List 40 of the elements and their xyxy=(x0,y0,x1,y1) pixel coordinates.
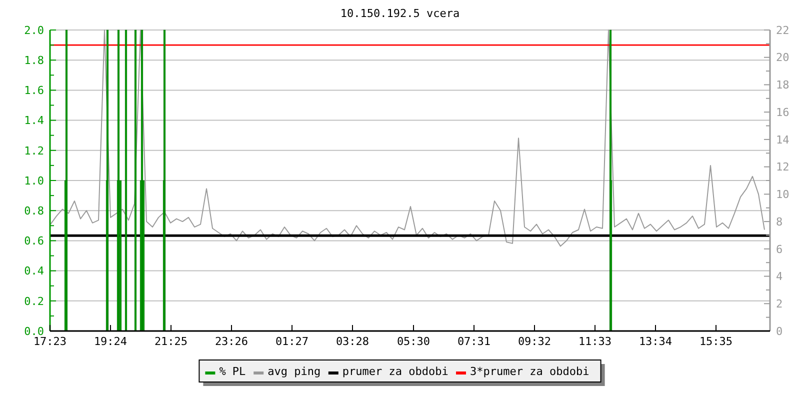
x-tick-label: 05:30 xyxy=(396,335,430,348)
y2-tick-label: 6 xyxy=(776,242,783,256)
y2-tick-label: 2 xyxy=(776,297,783,310)
y2-tick-label: 0 xyxy=(776,324,783,338)
legend-label: prumer za obdobi xyxy=(342,364,448,378)
chart-title: 10.150.192.5 vcera xyxy=(340,7,460,20)
x-tick-label: 07:31 xyxy=(457,335,491,348)
y-tick-label: 1.4 xyxy=(24,114,44,128)
y2-tick-label: 16 xyxy=(776,106,790,119)
legend-label: avg ping xyxy=(268,364,321,378)
y2-tick-label: 20 xyxy=(776,51,790,64)
y2-tick-label: 14 xyxy=(776,133,790,146)
x-tick-label: 03:28 xyxy=(336,335,370,348)
y-tick-label: 1.0 xyxy=(24,174,44,188)
y-tick-label: 1.2 xyxy=(24,144,44,158)
x-tick-label: 13:34 xyxy=(638,335,672,348)
x-tick-label: 01:27 xyxy=(275,335,309,348)
y2-tick-label: 10 xyxy=(776,188,790,202)
y-tick-label: 2.0 xyxy=(24,24,44,37)
y2-tick-label: 18 xyxy=(776,78,790,92)
x-tick-label: 15:35 xyxy=(699,335,733,348)
y-tick-label: 0.8 xyxy=(24,204,44,218)
x-tick-label: 09:32 xyxy=(518,335,552,348)
legend-label: % PL xyxy=(219,364,246,378)
x-tick-label: 21:25 xyxy=(154,335,188,348)
y2-tick-label: 12 xyxy=(776,160,790,174)
y-tick-label: 1.6 xyxy=(24,84,44,98)
y-tick-label: 0.4 xyxy=(24,264,44,278)
y2-tick-label: 8 xyxy=(776,215,783,228)
y-tick-label: 0.6 xyxy=(24,234,44,248)
x-tick-label: 23:26 xyxy=(214,335,248,348)
y2-tick-label: 22 xyxy=(776,24,790,37)
y-tick-label: 0.2 xyxy=(24,294,44,308)
y2-tick-label: 4 xyxy=(776,270,783,284)
y-tick-label: 1.8 xyxy=(24,54,44,67)
y-tick-label: 0.0 xyxy=(24,324,44,338)
legend-label: 3*prumer za obdobi xyxy=(470,364,590,378)
x-tick-label: 17:23 xyxy=(33,335,67,348)
x-tick-label: 19:24 xyxy=(94,335,128,348)
x-tick-label: 11:33 xyxy=(578,335,612,348)
